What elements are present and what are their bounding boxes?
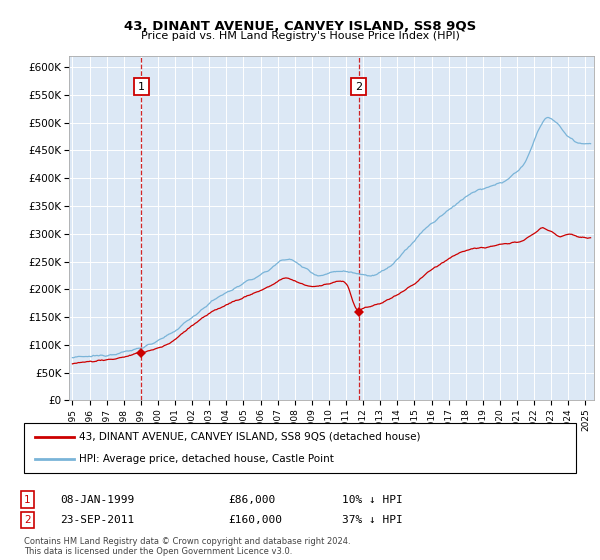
Text: Price paid vs. HM Land Registry's House Price Index (HPI): Price paid vs. HM Land Registry's House …	[140, 31, 460, 41]
Text: 43, DINANT AVENUE, CANVEY ISLAND, SS8 9QS (detached house): 43, DINANT AVENUE, CANVEY ISLAND, SS8 9Q…	[79, 432, 421, 442]
Text: 1: 1	[24, 494, 31, 505]
Text: 10% ↓ HPI: 10% ↓ HPI	[342, 494, 403, 505]
Text: 2: 2	[24, 515, 31, 525]
Text: HPI: Average price, detached house, Castle Point: HPI: Average price, detached house, Cast…	[79, 454, 334, 464]
Text: 08-JAN-1999: 08-JAN-1999	[60, 494, 134, 505]
FancyBboxPatch shape	[24, 423, 576, 473]
Text: 1: 1	[138, 82, 145, 91]
Text: Contains HM Land Registry data © Crown copyright and database right 2024.: Contains HM Land Registry data © Crown c…	[24, 537, 350, 546]
Text: 37% ↓ HPI: 37% ↓ HPI	[342, 515, 403, 525]
Text: 23-SEP-2011: 23-SEP-2011	[60, 515, 134, 525]
Text: £86,000: £86,000	[228, 494, 275, 505]
Text: 43, DINANT AVENUE, CANVEY ISLAND, SS8 9QS: 43, DINANT AVENUE, CANVEY ISLAND, SS8 9Q…	[124, 20, 476, 32]
Text: This data is licensed under the Open Government Licence v3.0.: This data is licensed under the Open Gov…	[24, 547, 292, 556]
Text: 2: 2	[355, 82, 362, 91]
Text: £160,000: £160,000	[228, 515, 282, 525]
